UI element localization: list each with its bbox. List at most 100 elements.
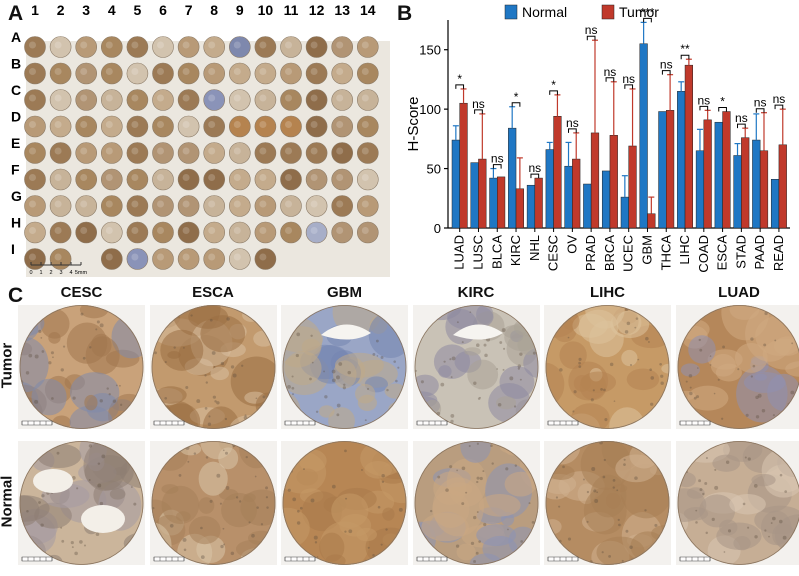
tissue-speck [182,346,185,349]
x-tick-label: NHL [527,235,542,261]
tissue-speck [621,559,624,562]
tissue-speck [263,426,268,429]
tissue-speck [593,489,597,493]
tissue-speck [660,416,665,420]
scale-box [547,556,579,562]
tma-core-highlight [157,41,164,49]
micrograph-normal-lihc [544,441,671,565]
bar-tumor-stad [741,137,750,229]
x-tick-label: GBM [639,235,654,265]
tissue-blob [31,378,67,416]
tissue-speck [548,317,551,320]
tma-core-highlight [54,94,62,102]
tissue-speck [769,421,773,425]
micrograph-normal-gbm [281,441,408,565]
tissue-speck [629,545,633,549]
tissue-blob [621,349,638,367]
tissue-speck [400,414,404,417]
tissue-speck [558,505,561,508]
tma-core-highlight [54,121,62,128]
tissue-speck [489,444,493,448]
tissue-speck [215,473,220,478]
tissue-speck [213,400,217,403]
tissue-speck [529,443,532,446]
tissue-speck [778,519,783,524]
significance-bracket [755,108,765,113]
tissue-speck [361,469,363,471]
tissue-speck [213,365,215,368]
tissue-speck [698,488,702,492]
tma-core-highlight [54,147,62,155]
tissue-speck [711,517,715,522]
significance-label: ns [566,116,579,130]
tissue-speck [195,399,200,403]
tissue-speck [613,400,616,402]
tissue-blob [123,551,137,562]
tma-core [280,195,302,217]
tissue-speck [384,551,388,555]
tissue-speck [414,444,415,447]
tma-core [280,142,302,164]
tissue-speck [753,535,758,539]
tissue-speck [717,378,720,381]
x-tick-label: ESCA [715,235,730,271]
significance-label: ns [604,65,617,79]
tissue-speck [578,365,582,368]
tissue-speck [62,345,66,348]
tissue-speck [461,341,464,344]
tissue-speck [519,540,523,543]
tissue-blob [463,347,481,356]
core-outline [282,441,407,565]
tma-core [254,89,277,111]
tma-core-highlight [157,94,164,102]
tma-core-highlight [29,147,36,155]
tissue-speck [629,363,633,367]
tissue-speck [380,557,384,562]
tissue-speck [205,456,208,459]
tma-core [203,36,225,58]
tma-core [229,168,251,191]
tma-core [229,248,251,270]
tissue-speck [449,419,454,424]
tissue-speck [395,379,398,383]
tma-core [152,248,174,270]
tma-core [75,221,97,244]
tma-core-highlight [233,200,241,208]
scale-box [679,556,710,562]
tissue-speck [240,559,244,563]
tissue-speck [193,452,196,455]
tissue-speck [129,556,133,560]
tissue-speck [336,403,341,408]
tma-core-highlight [80,41,88,49]
significance-label: * [514,90,519,104]
tma-core [126,36,149,58]
tma-core [356,168,379,191]
tissue-speck [603,458,606,462]
tma-core-highlight [233,41,241,49]
tma-core [177,195,200,217]
tma-core-highlight [182,68,190,75]
bar-normal-lusc [470,162,479,229]
legend-label-normal: Normal [522,4,567,20]
tissue-speck [209,318,213,322]
tissue-speck [240,364,243,367]
scale-box [21,556,53,562]
tma-core-highlight [157,200,164,208]
tissue-speck [531,520,534,524]
tma-column-label: 6 [159,2,167,18]
tissue-speck [306,441,311,445]
tissue-speck [761,408,765,413]
tissue-speck [583,478,585,481]
significance-bracket [643,17,652,23]
tissue-speck [118,449,121,452]
tma-core [305,142,328,164]
tissue-speck [296,521,301,525]
tissue-speck [567,336,570,339]
bar-normal-ov [564,165,573,229]
tissue-speck [287,488,291,492]
tissue-speck [698,348,702,352]
tissue-blob [91,333,112,357]
tissue-speck [83,544,87,547]
tissue-speck [375,339,379,343]
